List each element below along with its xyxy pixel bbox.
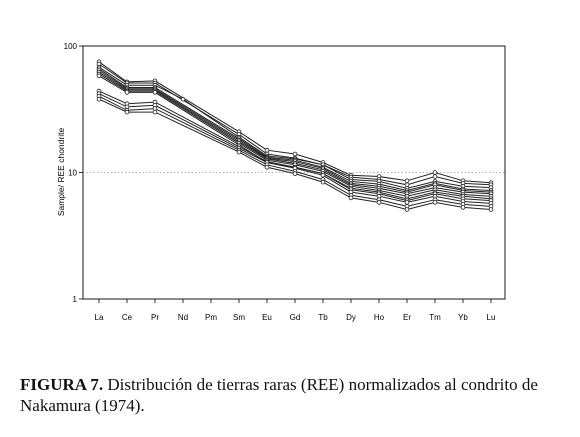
figure-caption: FIGURA 7. Distribución de tierras raras … — [20, 374, 565, 416]
data-point — [292, 171, 298, 176]
series-layer — [96, 59, 494, 212]
plot-axes: 1 10 100 La Ce Pr Nd Pm Sm Eu Gd Tb Dy Ho Er Tm Yb Lu — [64, 42, 506, 322]
data-point — [460, 205, 466, 210]
data-point — [432, 200, 438, 205]
x-tick-label: Er — [403, 313, 411, 322]
x-tick-label: Eu — [262, 313, 272, 322]
data-point — [432, 174, 438, 179]
y-tick-label: 100 — [64, 42, 78, 51]
data-point — [264, 147, 270, 153]
caption-label: FIGURA 7. — [20, 375, 104, 394]
data-point — [320, 179, 326, 185]
data-point — [404, 200, 410, 205]
x-tick-label: Nd — [178, 313, 188, 322]
data-point — [432, 170, 438, 175]
x-tick-label: Tm — [429, 313, 441, 322]
data-point — [236, 149, 242, 155]
y-tick-label: 10 — [68, 169, 77, 178]
data-point — [292, 151, 298, 157]
x-tick-label: Ce — [122, 313, 133, 322]
x-tick-label: Pr — [151, 313, 159, 322]
y-axis-title: Sample/ REE chondrite — [56, 128, 66, 217]
x-tick-label: Pm — [205, 313, 217, 322]
data-point — [124, 109, 130, 115]
data-point — [488, 207, 494, 212]
data-point — [96, 73, 102, 79]
x-tick-label: Tb — [318, 313, 328, 322]
x-tick-label: Ho — [374, 313, 385, 322]
y-tick-label: 1 — [73, 295, 78, 304]
data-point — [152, 90, 158, 95]
series-line — [98, 66, 492, 189]
x-tick-label: La — [95, 313, 104, 322]
data-point — [376, 200, 382, 205]
sample-series — [96, 96, 494, 212]
data-point — [124, 90, 130, 95]
series-line — [98, 95, 492, 207]
x-tick-label: Lu — [487, 313, 496, 322]
ree-spider-diagram: 1 10 100 La Ce Pr Nd Pm Sm Eu Gd Tb Dy Ho Er Tm Yb Lu Sam… — [56, 42, 506, 322]
data-point — [264, 165, 270, 170]
data-point — [348, 195, 354, 201]
x-tick-label: Dy — [346, 313, 356, 322]
x-tick-label: Gd — [290, 313, 301, 322]
data-point — [180, 96, 186, 102]
data-point — [320, 173, 326, 178]
caption-text: Distribución de tierras raras (REE) norm… — [20, 375, 538, 415]
data-point — [96, 96, 102, 102]
x-tick-label: Sm — [233, 313, 245, 322]
data-point — [404, 178, 410, 184]
data-point — [404, 207, 410, 212]
x-tick-label: Yb — [458, 313, 468, 322]
series-line — [98, 73, 492, 197]
data-point — [152, 109, 158, 115]
series-line — [98, 75, 492, 200]
